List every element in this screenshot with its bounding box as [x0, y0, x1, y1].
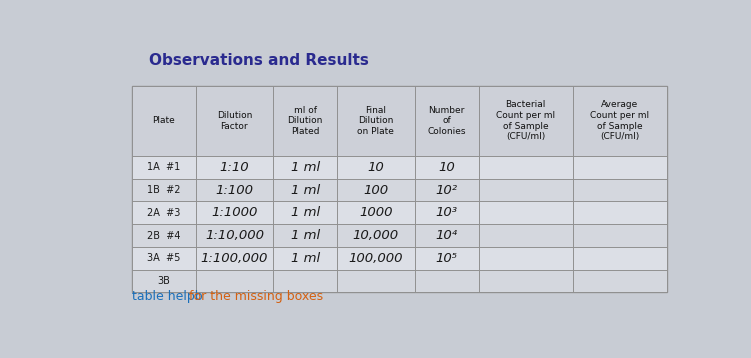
Text: Dilution
Factor: Dilution Factor — [217, 111, 252, 131]
Text: 10⁴: 10⁴ — [436, 229, 457, 242]
Text: for the missing boxes: for the missing boxes — [189, 290, 323, 304]
Bar — [131, 224, 667, 247]
Text: Final
Dilution
on Plate: Final Dilution on Plate — [357, 106, 394, 136]
Text: 10: 10 — [367, 161, 385, 174]
Text: 100: 100 — [363, 184, 388, 197]
Text: 1:100: 1:100 — [216, 184, 253, 197]
Text: Average
Count per ml
of Sample
(CFU/ml): Average Count per ml of Sample (CFU/ml) — [590, 100, 650, 141]
Text: Bacterial
Count per ml
of Sample
(CFU/ml): Bacterial Count per ml of Sample (CFU/ml… — [496, 100, 555, 141]
Text: 1 ml: 1 ml — [291, 161, 320, 174]
Text: Observations and Results: Observations and Results — [149, 53, 369, 68]
Text: 1B  #2: 1B #2 — [147, 185, 180, 195]
Text: 1:1000: 1:1000 — [211, 206, 258, 219]
Text: table helpb: table helpb — [131, 290, 202, 304]
Bar — [131, 86, 667, 292]
Bar — [131, 86, 667, 156]
Bar — [131, 270, 667, 292]
Text: 1A  #1: 1A #1 — [147, 162, 180, 172]
Text: 2A  #3: 2A #3 — [147, 208, 180, 218]
Text: 1 ml: 1 ml — [291, 229, 320, 242]
Bar — [131, 202, 667, 224]
Text: 3B: 3B — [157, 276, 170, 286]
Text: 1 ml: 1 ml — [291, 184, 320, 197]
Text: Number
of
Colonies: Number of Colonies — [427, 106, 466, 136]
Text: 2B  #4: 2B #4 — [147, 231, 180, 241]
Text: 1:10,000: 1:10,000 — [205, 229, 264, 242]
Text: 10³: 10³ — [436, 206, 457, 219]
Text: 100,000: 100,000 — [348, 252, 403, 265]
Text: 10⁵: 10⁵ — [436, 252, 457, 265]
Bar — [131, 247, 667, 270]
Text: 1:10: 1:10 — [219, 161, 249, 174]
Text: 1000: 1000 — [359, 206, 393, 219]
Text: 10,000: 10,000 — [353, 229, 399, 242]
Text: 1 ml: 1 ml — [291, 206, 320, 219]
Text: ml of
Dilution
Plated: ml of Dilution Plated — [288, 106, 323, 136]
Text: 3A  #5: 3A #5 — [147, 253, 180, 263]
Text: 10²: 10² — [436, 184, 457, 197]
Bar — [131, 156, 667, 179]
Text: 1 ml: 1 ml — [291, 252, 320, 265]
Text: Plate: Plate — [152, 116, 175, 125]
Text: 10: 10 — [439, 161, 455, 174]
Bar — [131, 179, 667, 202]
Text: 1:100,000: 1:100,000 — [201, 252, 268, 265]
